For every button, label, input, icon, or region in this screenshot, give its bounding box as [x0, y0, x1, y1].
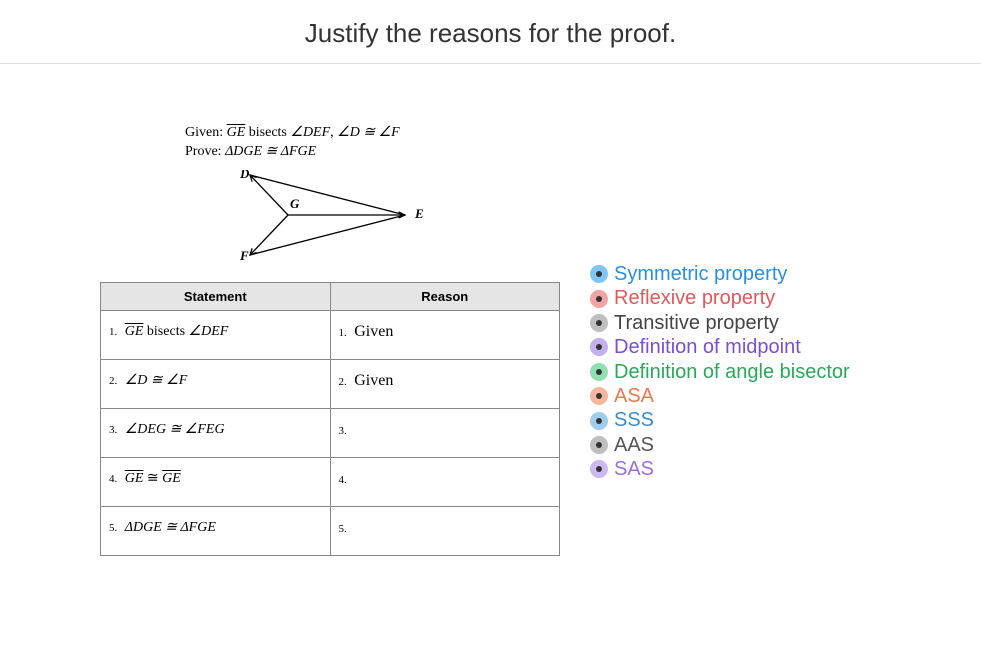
- choice-dot-icon: [590, 387, 608, 405]
- prove-content: ΔDGE ≅ ΔFGE: [225, 144, 316, 159]
- statement-cell: 3. ∠DEG ≅ ∠FEG: [101, 409, 331, 458]
- reason-cell[interactable]: 5.: [330, 507, 560, 556]
- answer-choice[interactable]: Reflexive property: [590, 286, 850, 310]
- svg-text:E: E: [414, 206, 424, 221]
- diagram-svg: D F G E: [230, 170, 440, 265]
- statement-cell: 4. GE ≅ GE: [101, 458, 331, 507]
- choice-label: AAS: [614, 433, 654, 457]
- reason-cell[interactable]: 3.: [330, 409, 560, 458]
- choice-dot-icon: [590, 290, 608, 308]
- given-line: Given: GE bisects ∠DEF, ∠D ≅ ∠F: [185, 124, 590, 141]
- triangle-diagram: D F G E: [230, 170, 590, 270]
- choice-dot-icon: [590, 412, 608, 430]
- answer-choice[interactable]: AAS: [590, 433, 850, 457]
- table-row: 1. GE bisects ∠DEF1. Given: [101, 311, 560, 360]
- page-title: Justify the reasons for the proof.: [0, 0, 981, 63]
- proof-table: Statement Reason 1. GE bisects ∠DEF1. Gi…: [100, 282, 560, 556]
- reason-cell[interactable]: 4.: [330, 458, 560, 507]
- proof-column: Given: GE bisects ∠DEF, ∠D ≅ ∠F Prove: Δ…: [0, 124, 590, 556]
- choice-label: Definition of midpoint: [614, 335, 801, 359]
- statement-cell: 2. ∠D ≅ ∠F: [101, 360, 331, 409]
- choice-label: Transitive property: [614, 311, 779, 335]
- svg-text:D: D: [239, 170, 250, 181]
- table-row: 2. ∠D ≅ ∠F2. Given: [101, 360, 560, 409]
- choice-dot-icon: [590, 265, 608, 283]
- choice-dot-icon: [590, 363, 608, 381]
- content-area: Given: GE bisects ∠DEF, ∠D ≅ ∠F Prove: Δ…: [0, 64, 981, 556]
- statement-cell: 1. GE bisects ∠DEF: [101, 311, 331, 360]
- answer-choice[interactable]: Symmetric property: [590, 262, 850, 286]
- answer-choice[interactable]: Definition of angle bisector: [590, 360, 850, 384]
- choice-label: ASA: [614, 384, 654, 408]
- answer-choice[interactable]: SSS: [590, 408, 850, 432]
- svg-text:F: F: [239, 248, 249, 263]
- given-prove-block: Given: GE bisects ∠DEF, ∠D ≅ ∠F Prove: Δ…: [100, 124, 590, 160]
- choice-dot-icon: [590, 314, 608, 332]
- col-header-statement: Statement: [101, 283, 331, 311]
- answer-choice[interactable]: ASA: [590, 384, 850, 408]
- given-content: GE bisects ∠DEF, ∠D ≅ ∠F: [227, 125, 400, 140]
- col-header-reason: Reason: [330, 283, 560, 311]
- table-row: 3. ∠DEG ≅ ∠FEG3.: [101, 409, 560, 458]
- table-row: 5. ΔDGE ≅ ΔFGE5.: [101, 507, 560, 556]
- reason-cell[interactable]: 2. Given: [330, 360, 560, 409]
- table-row: 4. GE ≅ GE4.: [101, 458, 560, 507]
- prove-line: Prove: ΔDGE ≅ ΔFGE: [185, 143, 590, 160]
- given-label: Given:: [185, 125, 223, 140]
- answer-choice[interactable]: Transitive property: [590, 311, 850, 335]
- answer-choices: Symmetric propertyReflexive propertyTran…: [590, 124, 850, 556]
- choice-dot-icon: [590, 460, 608, 478]
- choice-dot-icon: [590, 338, 608, 356]
- choice-label: Symmetric property: [614, 262, 787, 286]
- reason-cell[interactable]: 1. Given: [330, 311, 560, 360]
- statement-cell: 5. ΔDGE ≅ ΔFGE: [101, 507, 331, 556]
- choice-label: Definition of angle bisector: [614, 360, 850, 384]
- choice-label: SAS: [614, 457, 654, 481]
- answer-choice[interactable]: Definition of midpoint: [590, 335, 850, 359]
- prove-label: Prove:: [185, 144, 222, 159]
- answer-choice[interactable]: SAS: [590, 457, 850, 481]
- choice-label: Reflexive property: [614, 286, 775, 310]
- svg-text:G: G: [290, 196, 300, 211]
- choice-label: SSS: [614, 408, 654, 432]
- choice-dot-icon: [590, 436, 608, 454]
